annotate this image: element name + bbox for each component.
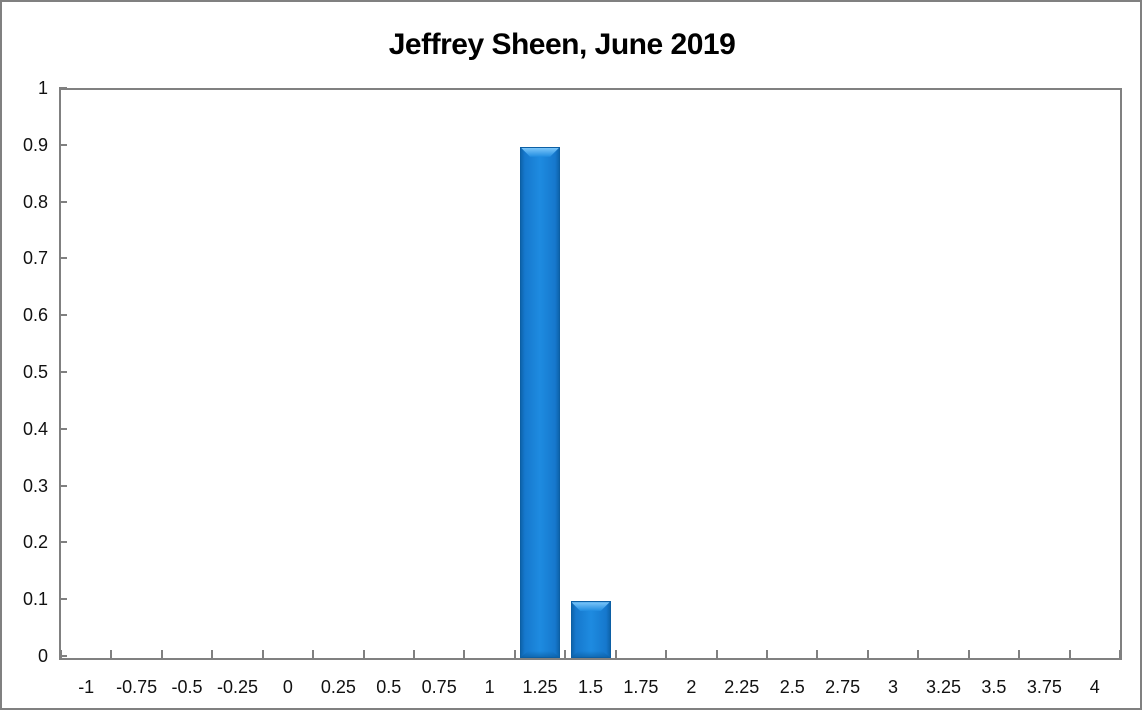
- y-axis-tick-mark: [59, 427, 67, 430]
- y-axis-tick-label: 1: [37, 78, 48, 98]
- x-axis-tick-mark: [513, 650, 516, 658]
- x-axis-tick-label: 3.25: [925, 677, 962, 697]
- x-axis-tick-mark: [362, 650, 365, 658]
- y-axis-tick-mark: [59, 484, 67, 487]
- plot-area: [59, 88, 1122, 660]
- y-axis-tick-mark: [59, 314, 67, 317]
- y-axis-tick-mark: [59, 598, 67, 601]
- y-axis-tick-mark: [59, 87, 67, 89]
- x-axis-tick-label: 1.75: [623, 677, 659, 697]
- x-axis-tick-mark: [816, 650, 819, 658]
- y-axis-tick-label: 0.2: [22, 532, 48, 553]
- x-axis-tick-mark: [665, 650, 668, 658]
- y-axis-tick-label: 0.5: [22, 362, 48, 382]
- x-axis-tick-mark: [1119, 650, 1121, 658]
- y-axis-tick-label: 0.4: [22, 418, 48, 439]
- x-axis-tick-mark: [766, 650, 768, 658]
- y-axis-tick-mark: [59, 371, 67, 373]
- x-axis-tick-label: 2.25: [724, 677, 760, 697]
- y-axis-tick-mark: [59, 541, 67, 544]
- x-axis-tick-mark: [463, 650, 466, 658]
- x-axis-tick-mark: [967, 650, 970, 658]
- y-axis-tick-label: 0.1: [22, 589, 48, 610]
- x-axis-tick-label: 0.75: [421, 677, 457, 697]
- bar-1.5: [570, 601, 611, 658]
- x-axis-tick-mark: [614, 650, 617, 658]
- y-axis-tick-mark: [59, 655, 67, 657]
- x-axis-tick-label: 3.75: [1026, 677, 1062, 697]
- x-axis-tick-label: 4: [1089, 677, 1100, 697]
- x-axis-tick-mark: [564, 650, 567, 658]
- x-axis-tick-label: 1.25: [522, 677, 558, 697]
- x-axis-tick-label: -0.75: [116, 677, 158, 697]
- x-axis-tick-mark: [866, 650, 869, 658]
- x-axis-tick-mark: [160, 650, 163, 658]
- y-axis-tick-mark: [59, 200, 67, 203]
- y-axis-tick-label: 0.3: [22, 475, 48, 496]
- x-axis-tick-mark: [1018, 650, 1021, 658]
- y-axis-tick-label: 0.6: [22, 305, 48, 326]
- x-axis-tick-mark: [413, 650, 415, 658]
- y-axis-tick-label: 0.9: [22, 134, 48, 155]
- x-axis-tick-mark: [917, 650, 920, 658]
- x-axis-tick-label: -0.25: [216, 677, 259, 697]
- x-axis-tick-label: 3.5: [981, 677, 1007, 697]
- x-axis-tick-label: 0.25: [320, 677, 356, 697]
- x-axis-tick-mark: [715, 650, 718, 658]
- y-axis-tick-mark: [59, 143, 67, 146]
- x-axis-tick-label: 1: [484, 677, 495, 697]
- x-axis-tick-label: 2.75: [825, 677, 861, 697]
- chart-title: Jeffrey Sheen, June 2019: [388, 28, 736, 61]
- y-axis-tick-label: 0: [37, 646, 48, 666]
- x-axis-tick-mark: [1068, 650, 1071, 658]
- x-axis-tick-mark: [110, 650, 113, 658]
- x-axis-tick-label: -1: [78, 677, 95, 697]
- x-axis-tick-label: 0: [282, 677, 293, 697]
- x-axis-tick-mark: [60, 650, 62, 658]
- y-axis-tick-label: 0.7: [22, 248, 48, 269]
- y-axis-tick-mark: [59, 257, 67, 260]
- x-axis-tick-label: -0.5: [171, 677, 203, 697]
- x-axis-tick-label: 0.5: [376, 677, 402, 697]
- y-axis-tick-label: 0.8: [22, 191, 48, 212]
- x-axis-tick-mark: [211, 650, 214, 658]
- x-axis-tick-mark: [261, 650, 264, 658]
- x-axis-tick-label: 3: [888, 677, 899, 697]
- x-axis-tick-label: 1.5: [577, 677, 604, 697]
- x-axis-tick-mark: [312, 650, 315, 658]
- x-axis-tick-label: 2: [686, 677, 697, 697]
- bar-1.25: [520, 146, 561, 658]
- x-axis-tick-label: 2.5: [779, 677, 805, 697]
